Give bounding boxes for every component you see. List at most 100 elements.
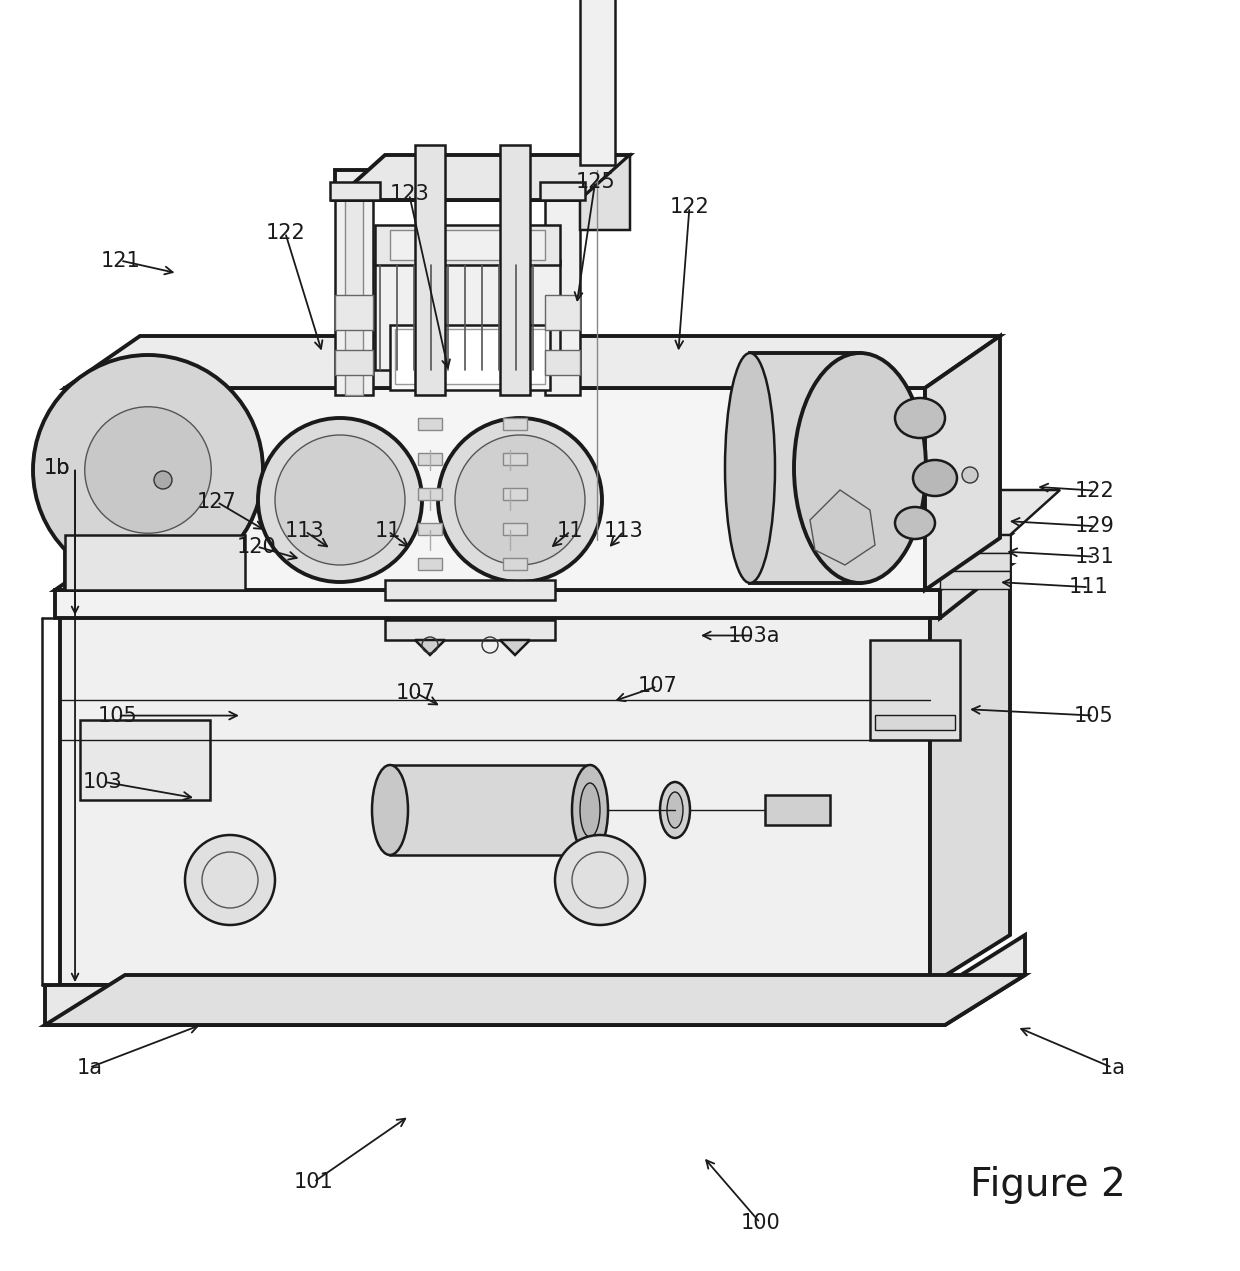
Text: 100: 100 bbox=[740, 1213, 780, 1233]
Ellipse shape bbox=[33, 355, 263, 585]
Polygon shape bbox=[64, 336, 999, 388]
Polygon shape bbox=[940, 491, 1060, 535]
Bar bbox=[503, 522, 527, 535]
Bar bbox=[374, 225, 560, 264]
Polygon shape bbox=[391, 765, 590, 855]
Ellipse shape bbox=[962, 466, 978, 483]
Polygon shape bbox=[64, 535, 246, 590]
Ellipse shape bbox=[372, 765, 408, 855]
Polygon shape bbox=[580, 155, 630, 230]
Bar bbox=[418, 452, 441, 465]
Bar bbox=[546, 350, 580, 375]
Bar bbox=[418, 488, 441, 500]
Polygon shape bbox=[930, 566, 1011, 985]
Text: 123: 123 bbox=[389, 184, 429, 205]
Bar bbox=[345, 194, 363, 395]
Bar bbox=[500, 145, 529, 395]
Bar bbox=[539, 182, 585, 200]
Text: 122: 122 bbox=[265, 222, 305, 243]
Text: 129: 129 bbox=[1075, 516, 1115, 536]
Polygon shape bbox=[45, 975, 1025, 1024]
Text: 1b: 1b bbox=[43, 458, 71, 478]
Text: 122: 122 bbox=[1075, 480, 1115, 501]
Polygon shape bbox=[810, 491, 875, 566]
Polygon shape bbox=[940, 553, 1011, 571]
Ellipse shape bbox=[154, 472, 172, 489]
Bar bbox=[418, 522, 441, 535]
Text: 105: 105 bbox=[98, 705, 138, 726]
Bar bbox=[503, 488, 527, 500]
Bar bbox=[330, 182, 379, 200]
Ellipse shape bbox=[580, 783, 600, 838]
Ellipse shape bbox=[185, 835, 275, 925]
Polygon shape bbox=[64, 388, 925, 590]
Polygon shape bbox=[940, 535, 1011, 553]
Text: 107: 107 bbox=[637, 676, 677, 697]
Bar bbox=[503, 558, 527, 569]
Ellipse shape bbox=[794, 353, 926, 583]
Bar bbox=[875, 716, 955, 730]
Bar bbox=[546, 194, 580, 395]
Ellipse shape bbox=[556, 835, 645, 925]
Text: 101: 101 bbox=[294, 1172, 334, 1192]
Ellipse shape bbox=[895, 507, 935, 539]
Ellipse shape bbox=[258, 418, 422, 582]
Polygon shape bbox=[60, 566, 1011, 615]
Polygon shape bbox=[55, 535, 1011, 590]
Polygon shape bbox=[940, 571, 1011, 588]
Bar bbox=[335, 170, 580, 200]
Polygon shape bbox=[750, 353, 861, 583]
Ellipse shape bbox=[275, 435, 405, 566]
Text: 125: 125 bbox=[575, 172, 615, 192]
Polygon shape bbox=[925, 336, 999, 590]
Bar bbox=[415, 145, 445, 395]
Bar bbox=[580, 0, 615, 165]
Bar bbox=[335, 350, 373, 375]
Polygon shape bbox=[765, 794, 830, 825]
Ellipse shape bbox=[572, 765, 608, 855]
Bar bbox=[391, 325, 551, 390]
Text: 1a: 1a bbox=[77, 1057, 102, 1078]
Ellipse shape bbox=[84, 407, 211, 534]
Bar bbox=[396, 329, 546, 384]
Text: 113: 113 bbox=[604, 521, 644, 541]
Polygon shape bbox=[335, 155, 630, 200]
Bar bbox=[384, 620, 556, 641]
Bar bbox=[418, 418, 441, 430]
Text: 111: 111 bbox=[1069, 577, 1109, 597]
Text: 1b: 1b bbox=[43, 458, 71, 478]
Bar bbox=[335, 295, 373, 330]
Text: Figure 2: Figure 2 bbox=[970, 1166, 1126, 1204]
Bar bbox=[503, 418, 527, 430]
Bar bbox=[503, 452, 527, 465]
Text: 1a: 1a bbox=[1100, 1057, 1125, 1078]
Text: 11: 11 bbox=[374, 521, 402, 541]
Ellipse shape bbox=[667, 792, 683, 827]
Text: 105: 105 bbox=[1074, 705, 1114, 726]
Bar bbox=[374, 261, 560, 370]
Ellipse shape bbox=[895, 398, 945, 438]
Bar bbox=[335, 194, 373, 395]
Polygon shape bbox=[415, 641, 445, 655]
Bar bbox=[870, 641, 960, 740]
Ellipse shape bbox=[660, 782, 689, 838]
Text: 103: 103 bbox=[83, 771, 123, 792]
Ellipse shape bbox=[455, 435, 585, 566]
Bar bbox=[391, 230, 546, 261]
Polygon shape bbox=[45, 935, 1025, 1024]
Text: 11: 11 bbox=[557, 521, 584, 541]
Text: 107: 107 bbox=[396, 683, 435, 703]
Text: 122: 122 bbox=[670, 197, 709, 217]
Polygon shape bbox=[940, 535, 1011, 618]
Text: 113: 113 bbox=[285, 521, 325, 541]
Polygon shape bbox=[60, 615, 930, 985]
Ellipse shape bbox=[438, 418, 601, 582]
Ellipse shape bbox=[913, 460, 957, 496]
Polygon shape bbox=[500, 641, 529, 655]
Bar bbox=[546, 295, 580, 330]
Polygon shape bbox=[55, 590, 940, 618]
Ellipse shape bbox=[725, 353, 775, 583]
Bar bbox=[384, 580, 556, 600]
Bar bbox=[418, 558, 441, 569]
Bar bbox=[81, 719, 210, 799]
